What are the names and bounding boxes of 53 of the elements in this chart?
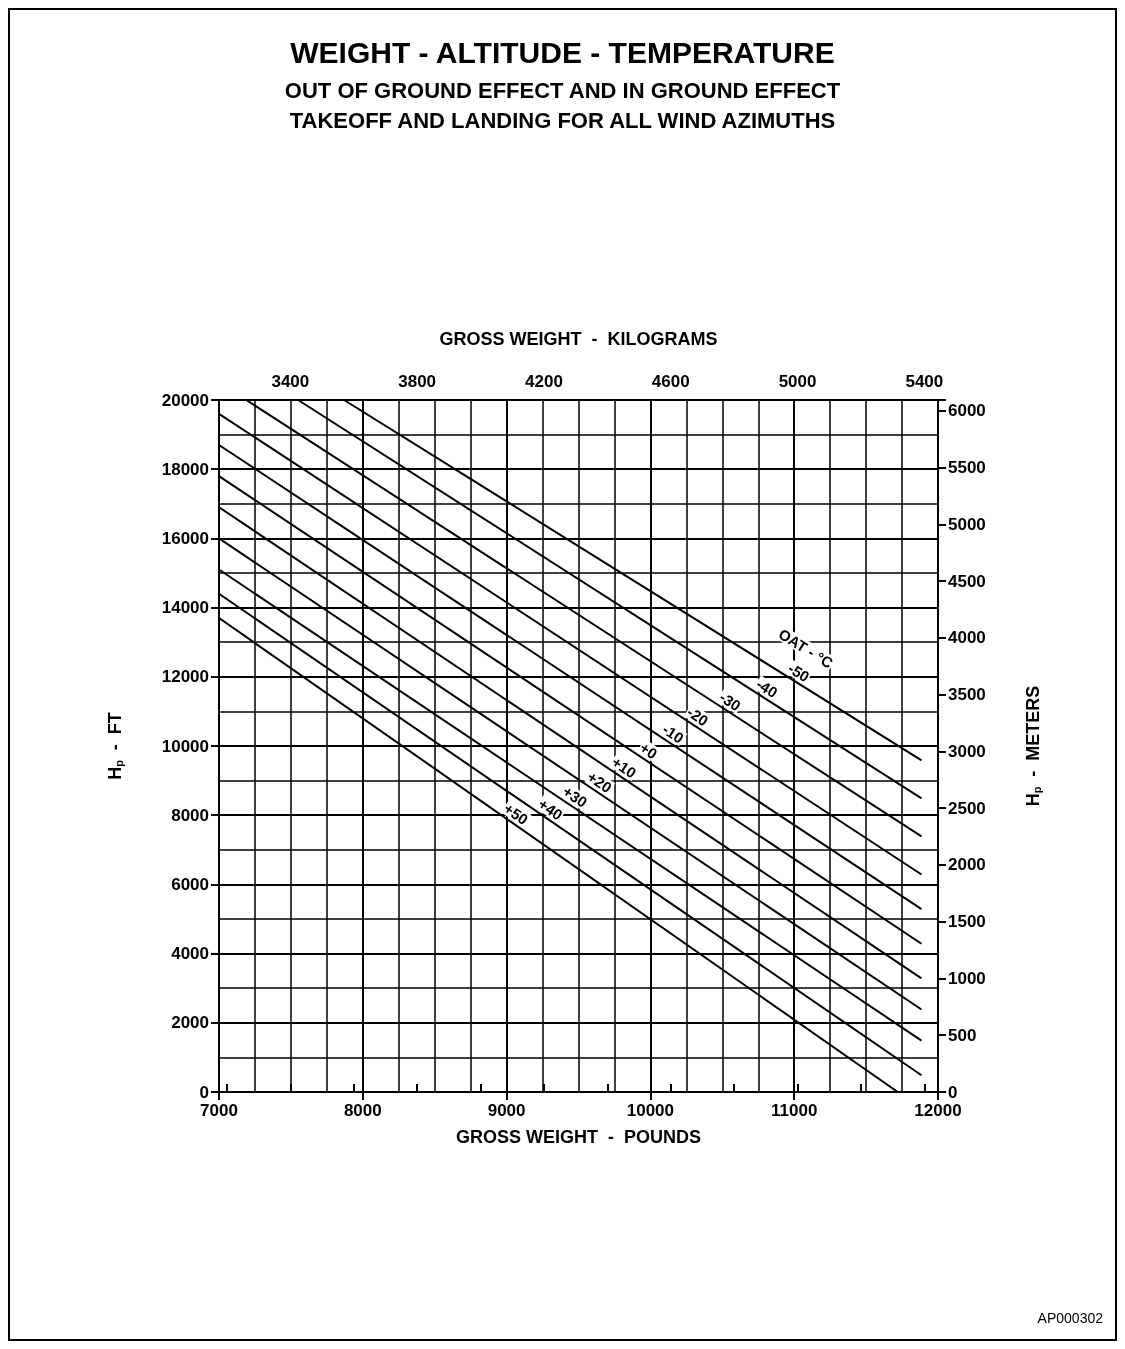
y-tick-label: 8000 <box>171 805 209 825</box>
x-tick-label: 7000 <box>200 1101 238 1120</box>
y-tick-label: 12000 <box>161 667 209 687</box>
y-tick-label: 4000 <box>171 944 209 964</box>
y-tick-label: 0 <box>199 1082 209 1102</box>
y2-tick-label: 6000 <box>948 401 986 421</box>
y2-tick-label: 3500 <box>948 685 986 705</box>
y-tick-label: 6000 <box>171 874 209 894</box>
text: +10 <box>608 753 640 782</box>
text: AP000302 <box>1037 1310 1104 1326</box>
y2-tick-label: 500 <box>948 1025 977 1045</box>
y2-tick-label: 4500 <box>948 571 986 591</box>
x2-tick-label: 5000 <box>778 372 817 391</box>
y-tick-label: 2000 <box>171 1013 209 1033</box>
y2-tick-label: 2500 <box>948 798 986 818</box>
x2-tick-label: 3400 <box>271 372 310 391</box>
y-tick-label: 10000 <box>161 736 209 756</box>
y2-tick-label: 1500 <box>948 912 986 932</box>
text: +0 <box>636 738 661 763</box>
y-tick-label: 18000 <box>161 459 209 479</box>
x-tick-label: 12000 <box>914 1101 962 1120</box>
y2-tick-label: 5500 <box>948 458 986 478</box>
x-tick-label: 8000 <box>343 1101 382 1120</box>
y2-tick-label: 3000 <box>948 741 986 761</box>
text: +40 <box>535 795 566 824</box>
text: -30 <box>716 688 744 715</box>
y2-tick-label: 2000 <box>948 855 986 875</box>
x2-tick-label: 5400 <box>905 372 944 391</box>
text: -10 <box>659 720 687 747</box>
x-axis-title: GROSS WEIGHT - POUNDS <box>455 1127 702 1147</box>
text: +50 <box>500 799 532 828</box>
x-tick-label: 9000 <box>487 1101 526 1120</box>
x2-tick-label: 3800 <box>398 372 437 391</box>
text: -40 <box>753 675 781 702</box>
y2-tick-label: 4000 <box>948 628 986 648</box>
x2-tick-label: 4600 <box>651 372 690 391</box>
x-tick-label: 10000 <box>626 1101 675 1120</box>
chart-title: WEIGHT - ALTITUDE - TEMPERATURE <box>290 35 835 69</box>
chart-subtitle: OUT OF GROUND EFFECT AND IN GROUND EFFECT TAKEOFF AND LANDING FOR ALL WIND AZIMUTHS <box>284 77 841 133</box>
y2-axis-title: Hp - METERS <box>1022 685 1043 807</box>
y-tick-label: 20000 <box>161 390 209 410</box>
text: +20 <box>584 767 615 797</box>
y2-tick-label: 0 <box>948 1082 958 1102</box>
y-axis-title: Hp - FT <box>104 712 125 780</box>
x2-axis-title: GROSS WEIGHT - KILOGRAMS <box>439 329 718 349</box>
y-tick-label: 14000 <box>161 598 209 618</box>
y-tick-label: 16000 <box>161 528 209 548</box>
x-tick-label: 11000 <box>771 1101 818 1120</box>
y2-tick-label: 5000 <box>948 514 986 534</box>
text: -20 <box>684 703 712 730</box>
text: -50 <box>785 659 813 686</box>
y2-tick-label: 1000 <box>948 968 986 988</box>
x2-tick-label: 4200 <box>525 372 563 391</box>
